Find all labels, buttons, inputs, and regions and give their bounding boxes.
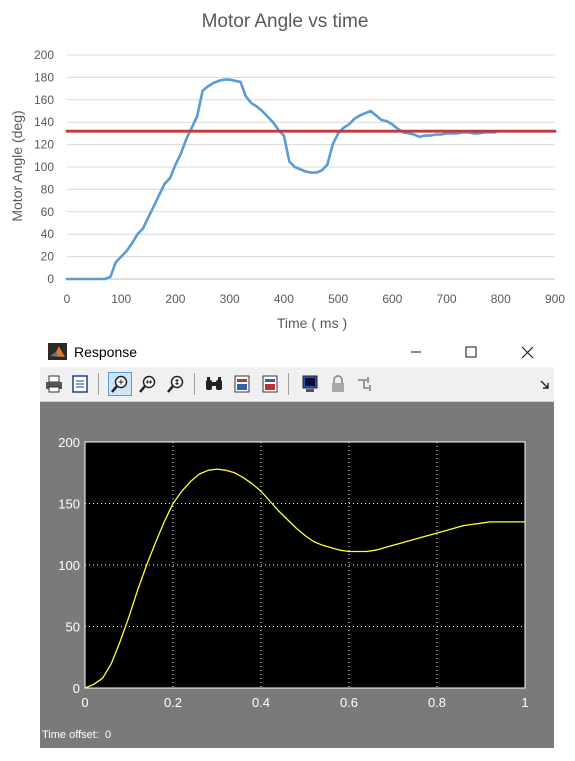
x-tick-label: 600 bbox=[382, 292, 402, 306]
scope-x-tick-label: 0.8 bbox=[428, 695, 446, 710]
x-tick-label: 400 bbox=[274, 292, 294, 306]
y-tick-label: 200 bbox=[34, 48, 54, 62]
scope-x-tick-label: 0.4 bbox=[252, 695, 270, 710]
y-tick-label: 140 bbox=[34, 115, 54, 129]
scope-gridlines bbox=[85, 442, 525, 688]
resize-arrow-icon bbox=[540, 380, 549, 389]
x-axis-label: Time ( ms ) bbox=[277, 315, 347, 331]
save-axes-button[interactable] bbox=[230, 372, 254, 396]
scope-series bbox=[84, 468, 525, 689]
chart-title: Motor Angle vs time bbox=[202, 11, 369, 32]
toolbar-separator bbox=[98, 373, 99, 395]
toolbar-overflow-button[interactable] bbox=[540, 377, 550, 395]
window-title: Response bbox=[74, 344, 138, 360]
floating-scope-icon bbox=[302, 375, 318, 392]
y-tick-label: 60 bbox=[41, 205, 55, 219]
maximize-button[interactable] bbox=[451, 338, 491, 366]
x-tick-label: 900 bbox=[545, 292, 565, 306]
y-axis-label: Motor Angle (deg) bbox=[9, 110, 25, 221]
zoom-x-icon bbox=[139, 375, 156, 393]
zoom-in-icon bbox=[111, 375, 128, 393]
parameters-button[interactable] bbox=[68, 372, 92, 396]
y-tick-label: 180 bbox=[34, 70, 54, 84]
save-axes-icon bbox=[234, 375, 250, 393]
scope-x-tick-label: 0 bbox=[81, 695, 88, 710]
parameters-icon bbox=[72, 375, 88, 393]
scope-x-tick-label: 0.6 bbox=[340, 695, 358, 710]
scope-x-tick-label: 1 bbox=[521, 695, 528, 710]
y-tick-label: 160 bbox=[34, 93, 54, 107]
zoom-x-button[interactable] bbox=[136, 372, 160, 396]
x-tick-label: 300 bbox=[220, 292, 240, 306]
x-tick-labels: 0 100 200 300 400 500 600 700 800 900 bbox=[64, 292, 566, 306]
zoom-y-button[interactable] bbox=[164, 372, 188, 396]
window-titlebar: Response bbox=[0, 338, 575, 366]
scope-y-tick-label: 0 bbox=[73, 681, 80, 696]
scope-axes-frame bbox=[84, 441, 526, 689]
chart-gridlines bbox=[67, 54, 555, 280]
motor-angle-series-line bbox=[65, 78, 497, 281]
scope-x-tick-labels: 0 0.2 0.4 0.6 0.8 1 bbox=[81, 695, 528, 710]
y-tick-label: 120 bbox=[34, 138, 54, 152]
scope-toolbar bbox=[40, 367, 554, 402]
signal-selector-button[interactable] bbox=[354, 372, 378, 396]
scope-y-tick-label: 50 bbox=[66, 620, 80, 635]
zoom-y-icon bbox=[167, 375, 184, 393]
floating-scope-button[interactable] bbox=[298, 372, 322, 396]
x-tick-label: 500 bbox=[328, 292, 348, 306]
close-icon bbox=[521, 346, 533, 358]
time-offset-label: Time offset: bbox=[42, 729, 99, 741]
scope-x-tick-label: 0.2 bbox=[164, 695, 182, 710]
scope-y-tick-labels: 0 50 100 150 200 bbox=[58, 435, 80, 696]
time-offset-value: 0 bbox=[104, 729, 112, 741]
scope-response-line bbox=[84, 468, 525, 689]
scope-display: 0 50 100 150 200 0 0.2 0.4 0.6 0.8 1 Time offset:… bbox=[40, 402, 554, 748]
lock-icon bbox=[332, 375, 344, 392]
chart-series bbox=[65, 78, 557, 281]
toolbar-separator bbox=[194, 373, 195, 395]
autoscale-icon bbox=[206, 377, 222, 390]
autoscale-button[interactable] bbox=[202, 372, 226, 396]
y-tick-label: 100 bbox=[34, 160, 54, 174]
lock-button[interactable] bbox=[326, 372, 350, 396]
time-offset-readout: Time offset: 0 bbox=[42, 729, 111, 741]
y-tick-labels: 0 20 40 60 80 100 120 140 160 180 200 bbox=[34, 48, 54, 286]
motor-angle-chart: Motor Angle vs time 0 20 40 60 80 100 120 140 16… bbox=[9, 11, 566, 331]
x-tick-label: 0 bbox=[64, 292, 71, 306]
scope-y-tick-label: 100 bbox=[58, 558, 80, 573]
close-button[interactable] bbox=[507, 338, 547, 366]
y-tick-label: 0 bbox=[47, 272, 54, 286]
print-button[interactable] bbox=[42, 372, 66, 396]
x-tick-label: 100 bbox=[111, 292, 131, 306]
y-tick-label: 80 bbox=[41, 182, 55, 196]
matlab-logo-icon bbox=[48, 343, 67, 360]
print-icon bbox=[46, 375, 62, 393]
scope-y-tick-label: 150 bbox=[58, 497, 80, 512]
maximize-icon bbox=[465, 346, 477, 358]
minimize-button[interactable] bbox=[396, 338, 436, 366]
y-tick-label: 20 bbox=[41, 250, 55, 264]
x-tick-label: 200 bbox=[165, 292, 185, 306]
restore-axes-icon bbox=[262, 375, 278, 393]
scope-response-chart: 0 50 100 150 200 0 0.2 0.4 0.6 0.8 1 bbox=[58, 435, 528, 710]
y-tick-label: 40 bbox=[41, 227, 55, 241]
x-tick-label: 700 bbox=[437, 292, 457, 306]
signal-selector-icon bbox=[358, 377, 371, 391]
zoom-in-button[interactable] bbox=[108, 372, 132, 396]
restore-axes-button[interactable] bbox=[258, 372, 282, 396]
toolbar-separator bbox=[288, 373, 289, 395]
minimize-icon bbox=[411, 351, 421, 353]
scope-y-tick-label: 200 bbox=[58, 435, 80, 450]
x-tick-label: 800 bbox=[491, 292, 511, 306]
